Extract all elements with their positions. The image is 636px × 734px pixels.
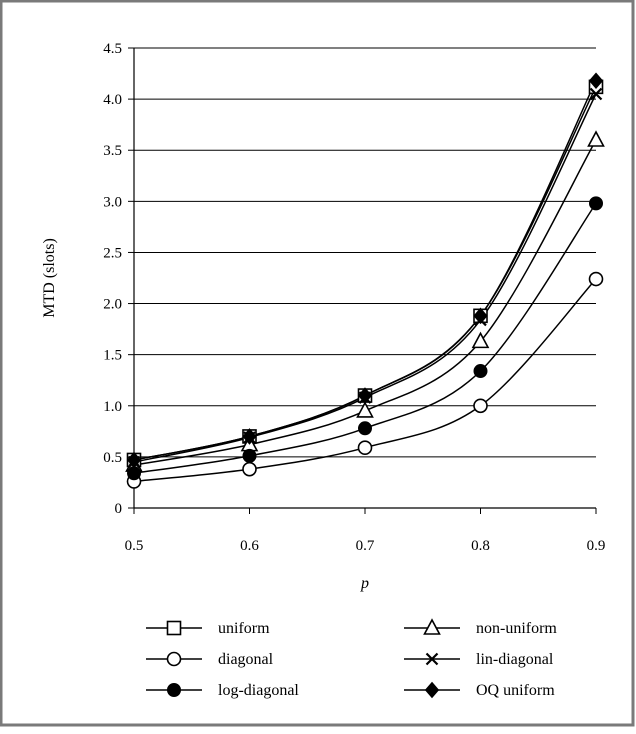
- data-point-log-diagonal: [589, 196, 603, 211]
- legend-label-log-diagonal: log-diagonal: [218, 682, 299, 699]
- data-point-non-uniform: [356, 401, 374, 418]
- data-point-diagonal: [473, 398, 488, 414]
- x-tick-label: 0.7: [356, 538, 375, 554]
- x-axis-title: p: [360, 575, 369, 592]
- data-point-log-diagonal: [127, 466, 141, 481]
- legend-label-lin-diagonal: lin-diagonal: [476, 651, 554, 668]
- x-tick-label: 0.5: [125, 538, 144, 554]
- series-line-diagonal: [133, 278, 597, 483]
- legend-label-non-uniform: non-uniform: [476, 620, 557, 637]
- data-point-lin-diagonal: [589, 87, 603, 101]
- legend-marker-diagonal: [166, 651, 182, 667]
- y-axis-title: MTD (slots): [41, 238, 58, 318]
- legend-label-diagonal: diagonal: [218, 651, 274, 668]
- legend-marker-uniform: [166, 620, 182, 636]
- y-tick-label: 2.5: [103, 245, 122, 261]
- y-tick-label: 3.0: [103, 194, 122, 210]
- y-tick-label: 3.5: [103, 143, 122, 159]
- x-tick-label: 0.8: [471, 538, 490, 554]
- data-point-non-uniform: [471, 331, 490, 349]
- data-point-oq-uniform: [588, 72, 604, 89]
- data-point-oq-uniform: [357, 387, 373, 404]
- y-tick-label: 0.5: [103, 450, 122, 466]
- data-point-diagonal: [357, 440, 373, 455]
- series-line-non-uniform: [133, 139, 597, 466]
- legend-marker-oq-uniform: [424, 681, 440, 699]
- data-point-non-uniform: [587, 130, 605, 147]
- y-tick-label: 4.0: [103, 92, 122, 108]
- data-point-oq-uniform: [126, 451, 142, 469]
- y-tick-label: 4.5: [103, 41, 122, 57]
- data-point-diagonal: [242, 461, 257, 477]
- legend-marker-non-uniform: [423, 618, 441, 635]
- x-tick-label: 0.9: [587, 538, 606, 554]
- y-tick-label: 0: [115, 501, 123, 517]
- data-point-diagonal: [588, 271, 604, 287]
- data-point-log-diagonal: [242, 448, 257, 463]
- data-point-oq-uniform: [473, 307, 488, 325]
- data-point-log-diagonal: [358, 421, 372, 436]
- data-point-oq-uniform: [242, 428, 257, 445]
- legend-label-uniform: uniform: [218, 620, 270, 637]
- y-tick-label: 2.0: [103, 297, 122, 313]
- data-point-log-diagonal: [473, 364, 488, 379]
- legend-marker-log-diagonal: [167, 683, 181, 697]
- series-line-log-diagonal: [133, 202, 597, 474]
- y-tick-label: 1.0: [103, 399, 122, 415]
- legend-label-oq-uniform: OQ uniform: [476, 682, 555, 699]
- series-line-lin-diagonal: [133, 93, 597, 463]
- series-line-oq-uniform: [133, 80, 597, 461]
- legend-marker-lin-diagonal: [425, 652, 439, 666]
- y-tick-label: 1.5: [103, 348, 122, 364]
- x-tick-label: 0.6: [240, 538, 259, 554]
